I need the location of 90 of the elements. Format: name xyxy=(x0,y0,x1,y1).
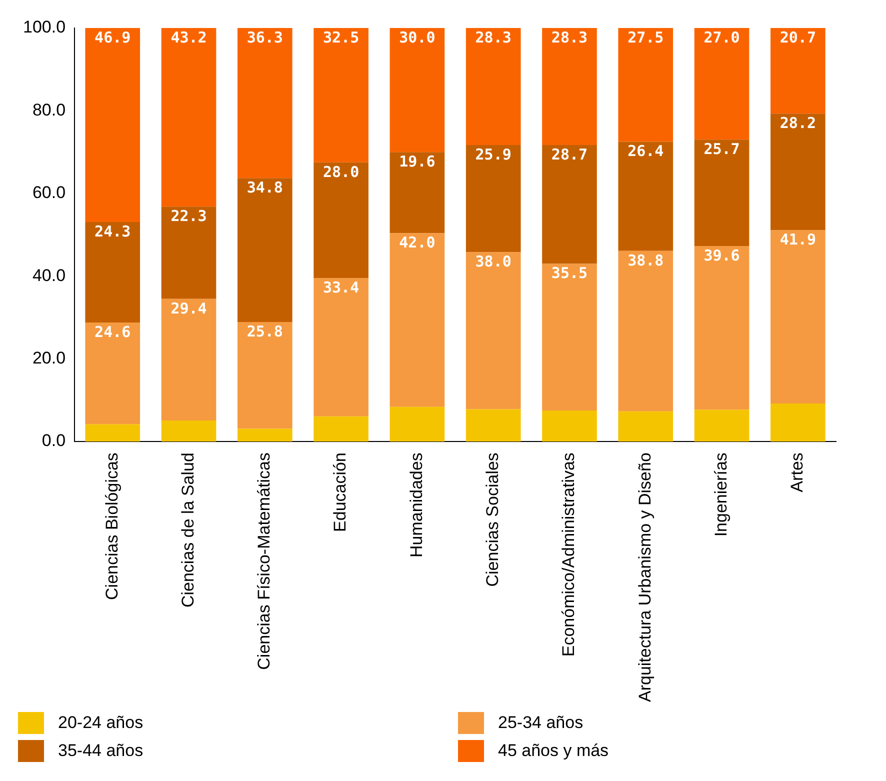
bar xyxy=(85,222,140,322)
bar xyxy=(618,28,674,142)
bar xyxy=(161,420,216,442)
bar xyxy=(314,278,368,416)
bar xyxy=(390,28,445,152)
bar xyxy=(770,28,826,114)
x-tick-label: Educación xyxy=(330,452,350,532)
bar xyxy=(542,264,597,411)
bar xyxy=(161,206,216,299)
x-tick-label: Ciencias Sociales xyxy=(483,452,502,587)
bar xyxy=(542,145,597,264)
data-label: 26.4 xyxy=(628,142,664,160)
legend-label: 45 años y más xyxy=(498,741,609,761)
bar xyxy=(237,428,292,442)
x-tick-label: Ciencias de la Salud xyxy=(178,452,198,608)
data-label: 36.3 xyxy=(246,28,283,46)
bar xyxy=(85,322,140,424)
bar xyxy=(390,152,445,234)
bar xyxy=(694,246,750,410)
bar xyxy=(314,416,368,442)
legend-label: 35-44 años xyxy=(58,741,144,761)
data-label: 28.7 xyxy=(551,145,588,164)
bar xyxy=(390,406,445,442)
bar xyxy=(694,28,750,140)
data-label: 35.5 xyxy=(551,264,588,282)
data-label: 28.3 xyxy=(551,28,588,46)
data-label: 22.3 xyxy=(170,207,207,226)
data-label: 29.4 xyxy=(170,299,207,318)
bar xyxy=(237,178,292,322)
bar xyxy=(161,28,216,207)
legend-label: 20-24 años xyxy=(58,713,144,733)
data-label: 24.6 xyxy=(94,322,131,341)
bar xyxy=(85,424,140,442)
data-label: 25.7 xyxy=(704,140,740,158)
data-label: 25.8 xyxy=(246,322,283,340)
data-label: 39.6 xyxy=(704,246,740,264)
data-label: 43.2 xyxy=(170,28,207,46)
bar xyxy=(770,230,826,404)
bar xyxy=(466,252,521,410)
data-label: 46.9 xyxy=(94,28,131,46)
data-label: 30.0 xyxy=(399,28,436,46)
data-label: 28.3 xyxy=(475,28,512,46)
x-tick-label: Artes xyxy=(788,452,807,492)
bar xyxy=(694,140,750,246)
x-tick-label: Ciencias Biológicas xyxy=(102,452,122,600)
legend-label: 25-34 años xyxy=(498,713,584,733)
bar xyxy=(466,145,521,252)
y-tick-label: 20.0 xyxy=(32,348,66,368)
data-label: 41.9 xyxy=(780,230,816,249)
bar xyxy=(770,404,826,442)
data-label: 28.0 xyxy=(322,162,360,181)
bar xyxy=(85,28,140,222)
bar xyxy=(314,162,368,278)
y-tick-label: 80.0 xyxy=(32,100,66,120)
data-label: 42.0 xyxy=(399,234,436,252)
bar xyxy=(466,28,521,146)
bar xyxy=(618,411,674,442)
y-tick-label: 0.0 xyxy=(42,431,66,450)
x-tick-label: Ciencias Físico-Matemáticas xyxy=(254,452,274,670)
bar xyxy=(542,410,597,442)
bar xyxy=(694,410,750,442)
x-tick-label: Arquitectura Urbanismo y Diseño xyxy=(635,452,654,702)
bar xyxy=(542,28,597,146)
data-label: 24.3 xyxy=(94,222,131,240)
x-tick-label: Humanidades xyxy=(406,452,426,558)
data-label: 28.2 xyxy=(780,114,816,132)
y-tick-label: 100.0 xyxy=(22,18,66,37)
y-tick-label: 40.0 xyxy=(32,266,66,285)
data-label: 19.6 xyxy=(399,152,436,170)
bar xyxy=(466,409,521,442)
data-label: 38.8 xyxy=(628,251,664,270)
bar xyxy=(618,250,674,412)
bar xyxy=(314,28,368,162)
data-label: 32.5 xyxy=(322,28,360,46)
bar xyxy=(770,114,826,230)
x-tick-label: Ingenierías xyxy=(711,452,730,537)
bar xyxy=(618,142,674,251)
bar xyxy=(390,233,445,407)
data-label: 33.4 xyxy=(322,278,360,297)
x-tick-label: Económico/Administrativas xyxy=(559,452,578,657)
data-label: 27.0 xyxy=(704,28,740,46)
bar xyxy=(161,298,216,420)
data-label: 34.8 xyxy=(246,178,283,197)
data-label: 20.7 xyxy=(780,28,816,46)
y-tick-label: 60.0 xyxy=(32,183,66,202)
bar xyxy=(237,28,292,178)
data-label: 27.5 xyxy=(628,28,664,46)
bar xyxy=(237,322,292,429)
data-label: 38.0 xyxy=(475,252,512,271)
data-label: 25.9 xyxy=(475,145,512,164)
